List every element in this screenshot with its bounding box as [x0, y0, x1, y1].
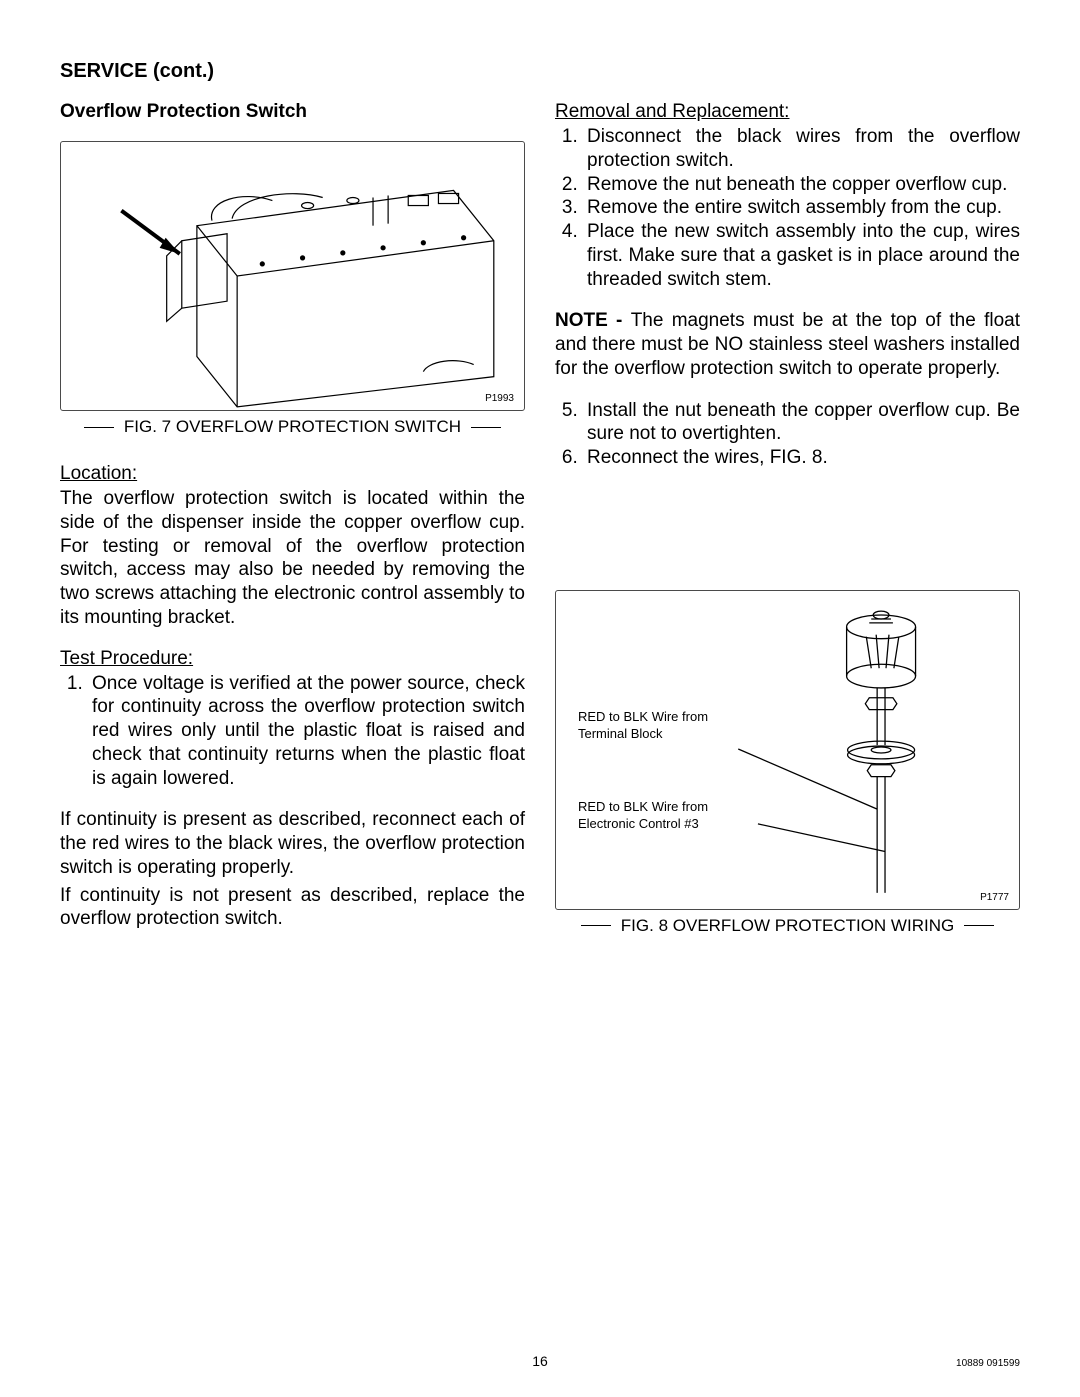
removal-replacement-heading: Removal and Replacement:: [555, 101, 1020, 123]
test-procedure-heading: Test Procedure:: [60, 648, 525, 670]
figure-7-diagram: [61, 142, 524, 410]
location-heading: Location:: [60, 463, 525, 485]
rr-step-2: Remove the nut beneath the copper overfl…: [583, 173, 1020, 197]
section-header: SERVICE (cont.): [60, 60, 1020, 83]
removal-steps-5-6: Install the nut beneath the copper overf…: [555, 399, 1020, 470]
subsection-header: Overflow Protection Switch: [60, 101, 525, 123]
figure-7-caption-text: FIG. 7 OVERFLOW PROTECTION SWITCH: [124, 417, 461, 437]
figure-8-caption: FIG. 8 OVERFLOW PROTECTION WIRING: [555, 916, 1020, 936]
left-column: Overflow Protection Switch: [60, 101, 525, 962]
figure-8-id: P1777: [980, 892, 1009, 903]
content-columns: Overflow Protection Switch: [60, 101, 1020, 962]
test-step-1: Once voltage is verified at the power so…: [88, 672, 525, 791]
right-column: Removal and Replacement: Disconnect the …: [555, 101, 1020, 962]
continuity-absent-text: If continuity is not present as describe…: [60, 884, 525, 932]
caption-dash-left-2: [581, 925, 611, 926]
figure-7-id: P1993: [485, 393, 514, 404]
figure-7-box: P1993: [60, 141, 525, 411]
rr-step-1: Disconnect the black wires from the over…: [583, 125, 1020, 173]
removal-steps-1-4: Disconnect the black wires from the over…: [555, 125, 1020, 291]
caption-dash-right: [471, 427, 501, 428]
document-id: 10889 091599: [956, 1358, 1020, 1369]
continuity-present-text: If continuity is present as described, r…: [60, 808, 525, 879]
caption-dash-right-2: [964, 925, 994, 926]
figure-8-caption-text: FIG. 8 OVERFLOW PROTECTION WIRING: [621, 916, 954, 936]
note-block: NOTE - The magnets must be at the top of…: [555, 309, 1020, 380]
fig8-label-2: RED to BLK Wire from Electronic Control …: [578, 799, 758, 833]
rr-step-6: Reconnect the wires, FIG. 8.: [583, 446, 1020, 470]
rr-step-5: Install the nut beneath the copper overf…: [583, 399, 1020, 447]
rr-step-3: Remove the entire switch assembly from t…: [583, 196, 1020, 220]
location-text: The overflow protection switch is locate…: [60, 487, 525, 630]
figure-7-caption: FIG. 7 OVERFLOW PROTECTION SWITCH: [60, 417, 525, 437]
figure-8-diagram: [556, 591, 1019, 909]
test-procedure-list: Once voltage is verified at the power so…: [60, 672, 525, 791]
page-number: 16: [532, 1353, 548, 1369]
note-label: NOTE -: [555, 310, 631, 331]
figure-8-box: RED to BLK Wire from Terminal Block RED …: [555, 590, 1020, 910]
rr-step-4: Place the new switch assembly into the c…: [583, 220, 1020, 291]
caption-dash-left: [84, 427, 114, 428]
fig8-label-1: RED to BLK Wire from Terminal Block: [578, 709, 748, 743]
